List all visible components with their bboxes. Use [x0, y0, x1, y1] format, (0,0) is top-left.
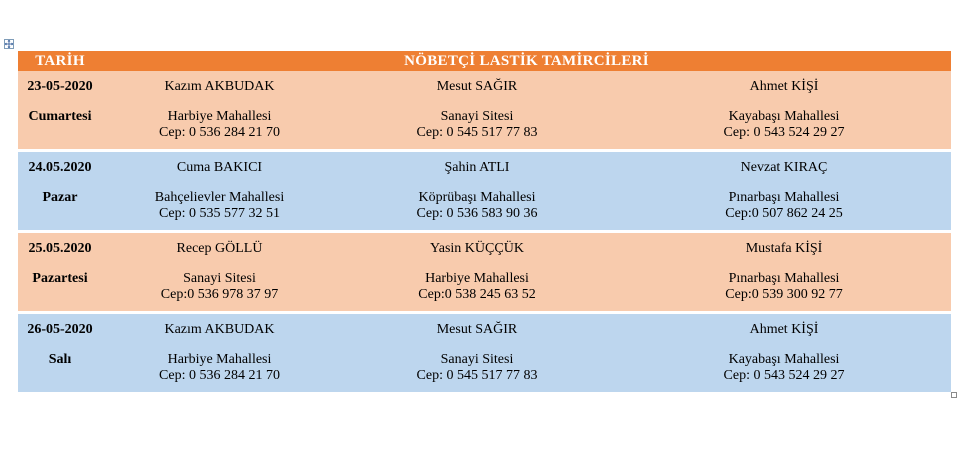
date-text: 23-05-2020	[27, 79, 93, 94]
shop-phone: Cep: 0 536 284 21 70	[159, 368, 280, 383]
shop-address: Kayabaşı Mahallesi	[728, 109, 840, 124]
row-separator	[18, 149, 952, 152]
shop-phone: Cep:0 539 300 92 77	[725, 287, 843, 302]
table-row: 23-05-2020 Cumartesi Kazım AKBUDAK Harbiye …	[18, 71, 952, 149]
shop-name: Ahmet KİŞİ	[749, 322, 819, 337]
shop-cell: Yasin KÜÇÇÜK Harbiye Mahallesi Cep:0 538 2…	[337, 233, 617, 311]
shop-phone: Cep:0 536 978 37 97	[160, 287, 279, 302]
day-text: Cumartesi	[28, 109, 92, 124]
table-row: 24.05.2020 Pazar Cuma BAKICI Bahçelievler M…	[18, 152, 952, 230]
date-text: 25.05.2020	[28, 241, 92, 256]
shop-cell: Recep GÖLLÜ Sanayi Sitesi Cep:0 536 978 37…	[102, 233, 337, 311]
row-separator	[18, 311, 952, 314]
shop-cell: Şahin ATLI Köprübaşı Mahallesi Cep: 0 536 …	[337, 152, 617, 230]
day-text: Pazartesi	[32, 271, 88, 286]
shop-phone: Cep: 0 536 583 90 36	[416, 206, 538, 221]
duty-table: TARİH NÖBETÇİ LASTİK TAMİRCİLERİ 23-05-2…	[18, 51, 952, 392]
shop-address: Bahçelievler Mahallesi	[154, 190, 285, 205]
date-cell: 25.05.2020 Pazartesi	[18, 233, 102, 311]
day-text: Salı	[48, 352, 72, 367]
table-header-row: TARİH NÖBETÇİ LASTİK TAMİRCİLERİ	[18, 51, 952, 71]
shop-name: Mesut SAĞIR	[436, 79, 518, 94]
shop-phone: Cep: 0 536 284 21 70	[159, 125, 280, 140]
shop-phone: Cep:0 538 245 63 52	[418, 287, 536, 302]
separator-cell	[18, 311, 952, 314]
shop-name: Ahmet KİŞİ	[749, 79, 819, 94]
shop-address: Pınarbaşı Mahallesi	[728, 190, 840, 205]
shop-cell: Kazım AKBUDAK Harbiye Mahallesi Cep: 0 536…	[102, 314, 337, 392]
shop-name: Nevzat KIRAÇ	[740, 160, 828, 175]
date-cell: 23-05-2020 Cumartesi	[18, 71, 102, 149]
date-cell: 24.05.2020 Pazar	[18, 152, 102, 230]
day-text: Pazar	[42, 190, 78, 205]
shop-address: Harbiye Mahallesi	[167, 352, 272, 367]
shop-name: Yasin KÜÇÇÜK	[430, 241, 524, 256]
shop-address: Sanayi Sitesi	[440, 352, 514, 367]
shop-name: Mesut SAĞIR	[436, 322, 518, 337]
shop-phone: Cep: 0 535 577 32 51	[159, 206, 280, 221]
shop-cell: Ahmet KİŞİ Kayabaşı Mahallesi Cep: 0 543 5…	[617, 71, 952, 149]
shop-address: Pınarbaşı Mahallesi	[728, 271, 840, 286]
shop-name: Recep GÖLLÜ	[176, 241, 263, 256]
date-cell: 26-05-2020 Salı	[18, 314, 102, 392]
shop-phone: Cep: 0 545 517 77 83	[416, 368, 538, 383]
shop-address: Harbiye Mahallesi	[425, 271, 529, 286]
row-separator	[18, 230, 952, 233]
shop-address: Köprübaşı Mahallesi	[418, 190, 536, 205]
shop-name: Cuma BAKICI	[176, 160, 263, 175]
shop-address: Sanayi Sitesi	[440, 109, 514, 124]
table-move-handle-icon[interactable]	[4, 39, 14, 49]
shop-address: Kayabaşı Mahallesi	[728, 352, 840, 367]
header-title: NÖBETÇİ LASTİK TAMİRCİLERİ	[102, 51, 952, 71]
shop-phone: Cep:0 507 862 24 25	[725, 206, 843, 221]
shop-name: Mustafa KİŞİ	[745, 241, 823, 256]
table-row: 25.05.2020 Pazartesi Recep GÖLLÜ Sanayi Sit…	[18, 233, 952, 311]
shop-name: Şahin ATLI	[444, 160, 510, 175]
shop-name: Kazım AKBUDAK	[164, 79, 275, 94]
shop-cell: Kazım AKBUDAK Harbiye Mahallesi Cep: 0 536…	[102, 71, 337, 149]
separator-cell	[18, 230, 952, 233]
shop-name: Kazım AKBUDAK	[164, 322, 275, 337]
shop-phone: Cep: 0 543 524 29 27	[723, 125, 845, 140]
shop-phone: Cep: 0 545 517 77 83	[416, 125, 538, 140]
shop-cell: Cuma BAKICI Bahçelievler Mahallesi Cep: 0 …	[102, 152, 337, 230]
shop-cell: Mesut SAĞIR Sanayi Sitesi Cep: 0 545 517 7…	[337, 71, 617, 149]
shop-phone: Cep: 0 543 524 29 27	[723, 368, 845, 383]
shop-cell: Mesut SAĞIR Sanayi Sitesi Cep: 0 545 517 7…	[337, 314, 617, 392]
date-text: 24.05.2020	[28, 160, 92, 175]
shop-address: Sanayi Sitesi	[183, 271, 256, 286]
table-resize-handle[interactable]	[951, 392, 957, 398]
shop-cell: Mustafa KİŞİ Pınarbaşı Mahallesi Cep:0 539…	[617, 233, 952, 311]
shop-address: Harbiye Mahallesi	[167, 109, 272, 124]
table-row: 26-05-2020 Salı Kazım AKBUDAK Harbiye Mahal…	[18, 314, 952, 392]
shop-cell: Nevzat KIRAÇ Pınarbaşı Mahallesi Cep:0 507…	[617, 152, 952, 230]
shop-cell: Ahmet KİŞİ Kayabaşı Mahallesi Cep: 0 543 5…	[617, 314, 952, 392]
date-text: 26-05-2020	[27, 322, 93, 337]
separator-cell	[18, 149, 952, 152]
header-date: TARİH	[18, 51, 102, 71]
